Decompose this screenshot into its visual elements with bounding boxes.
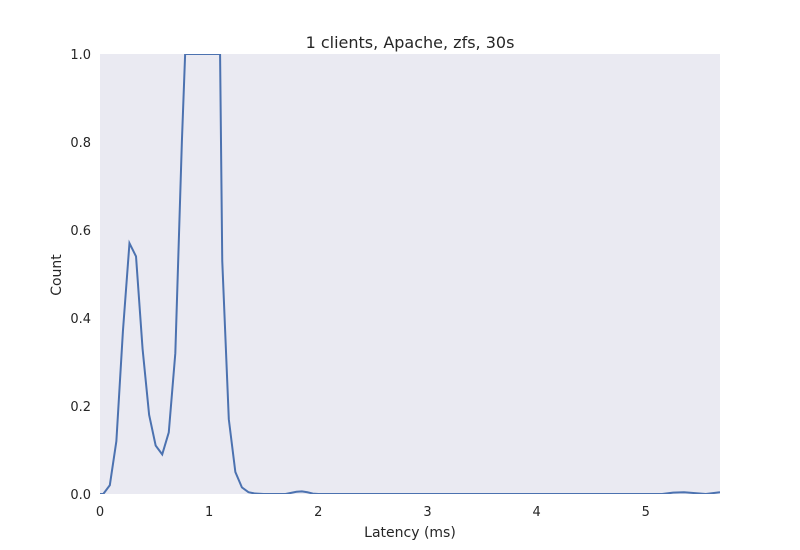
x-tick-label: 3 xyxy=(423,505,431,520)
y-tick-label: 0.0 xyxy=(70,488,91,503)
y-tick-label: 1.0 xyxy=(70,48,91,63)
plot-area xyxy=(100,54,720,494)
y-tick-label: 0.8 xyxy=(70,136,91,151)
y-tick-label: 0.6 xyxy=(70,224,91,239)
x-tick-label: 4 xyxy=(532,505,540,520)
series-line xyxy=(100,54,720,494)
y-axis-label: Count xyxy=(49,254,65,296)
x-axis-ticks: 0 1 2 3 4 5 xyxy=(96,505,650,520)
x-tick-label: 5 xyxy=(642,505,650,520)
x-axis-label: Latency (ms) xyxy=(364,525,456,541)
x-tick-label: 0 xyxy=(96,505,104,520)
x-tick-label: 2 xyxy=(314,505,322,520)
y-tick-label: 0.4 xyxy=(70,312,91,327)
y-axis-ticks: 0.0 0.2 0.4 0.6 0.8 1.0 xyxy=(70,48,91,503)
y-tick-label: 0.2 xyxy=(70,400,91,415)
chart-title: 1 clients, Apache, zfs, 30s xyxy=(306,33,515,52)
x-tick-label: 1 xyxy=(205,505,213,520)
